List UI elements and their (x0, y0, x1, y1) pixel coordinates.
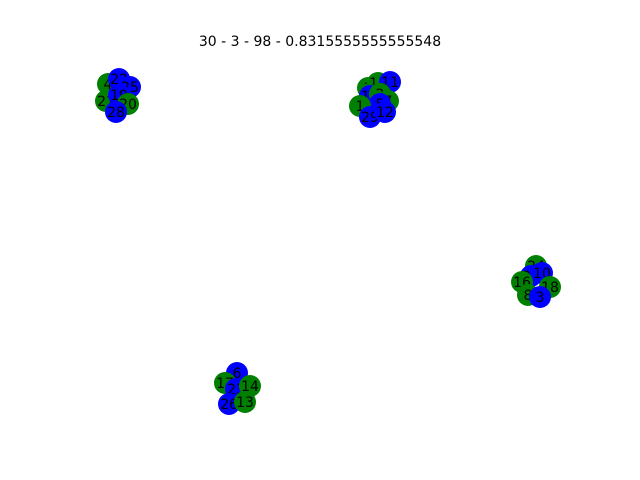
graph-node: 26 (218, 393, 240, 415)
graph-node-label: 13 (236, 395, 254, 411)
graph-node: 13 (234, 391, 256, 413)
graph-node: 28 (105, 101, 127, 123)
graph-node-circle (218, 393, 240, 415)
graph-node: 3 (529, 286, 551, 308)
graph-node-label: 4 (104, 77, 113, 93)
graph-node-circle (529, 286, 551, 308)
graph-node-label: 1 (356, 99, 365, 115)
graph-node-label: 28 (107, 105, 125, 121)
graph-node-circle (234, 391, 256, 413)
graph-node-label: 26 (220, 397, 238, 413)
graph-node-label: 3 (536, 290, 545, 306)
graph-node-label: 6 (233, 366, 242, 382)
graph-node-label: 14 (241, 379, 259, 395)
graph-node: 12 (374, 101, 396, 123)
graph-node-label: 12 (376, 105, 394, 121)
graph-title: 30 - 3 - 98 - 0.8315555555555548 (198, 34, 442, 50)
graph-node-circle (105, 101, 127, 123)
graph-node-circle (374, 101, 396, 123)
graph-node-label: 8 (524, 288, 533, 304)
